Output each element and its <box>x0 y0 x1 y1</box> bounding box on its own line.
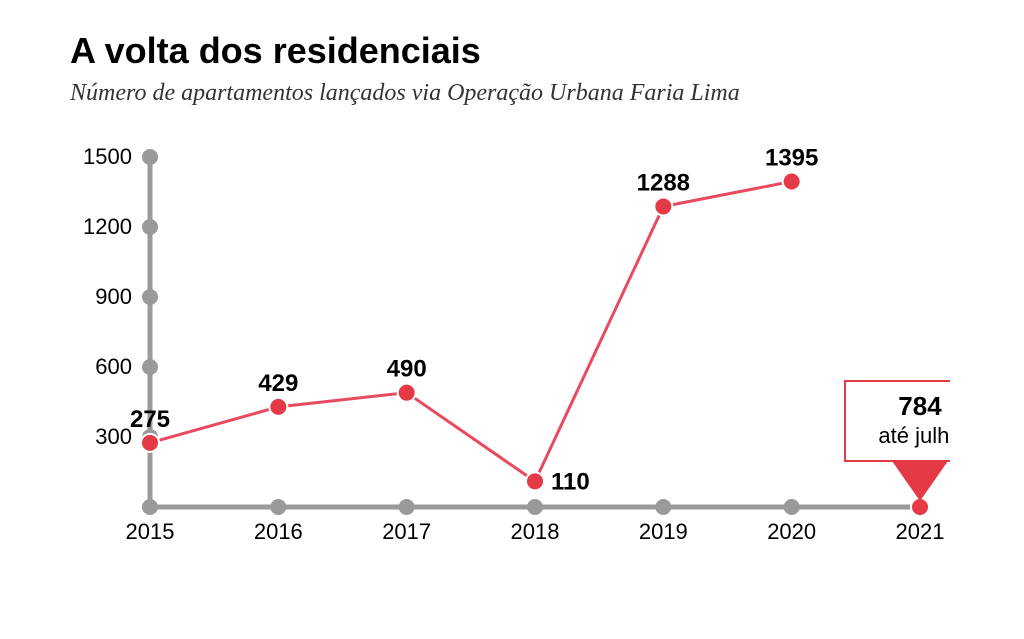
y-tick-dot <box>142 219 158 235</box>
x-tick-dot <box>142 499 158 515</box>
data-label: 429 <box>258 370 298 397</box>
y-tick-label: 300 <box>95 424 132 449</box>
data-point <box>654 197 672 215</box>
y-tick-dot <box>142 149 158 165</box>
data-label: 110 <box>551 468 590 495</box>
chart-title: A volta dos residenciais <box>70 30 984 72</box>
data-label: 1395 <box>765 145 818 172</box>
data-label: 1288 <box>637 169 690 196</box>
data-point <box>783 173 801 191</box>
data-point <box>269 398 287 416</box>
x-tick-label: 2021 <box>896 519 945 544</box>
x-tick-dot <box>655 499 671 515</box>
chart-subtitle: Número de apartamentos lançados via Oper… <box>70 80 984 107</box>
data-point <box>398 384 416 402</box>
callout-subtext: até julho <box>878 423 950 448</box>
chart-container: A volta dos residenciais Número de apart… <box>0 0 1024 639</box>
y-tick-label: 900 <box>95 284 132 309</box>
x-tick-label: 2016 <box>254 519 303 544</box>
data-label: 275 <box>130 406 170 433</box>
x-tick-label: 2019 <box>639 519 688 544</box>
data-point <box>141 434 159 452</box>
y-tick-dot <box>142 289 158 305</box>
y-tick-label: 1500 <box>83 144 132 169</box>
x-tick-label: 2020 <box>767 519 816 544</box>
x-tick-label: 2015 <box>126 519 175 544</box>
line-chart-svg: 300 600 900 1200 1500 2015 2016 2017 2018 2019 202… <box>70 137 950 557</box>
data-line <box>150 182 792 482</box>
data-label: 490 <box>387 356 427 383</box>
callout-pointer <box>892 461 948 501</box>
y-tick-label: 1200 <box>83 214 132 239</box>
y-tick-dot <box>142 359 158 375</box>
x-tick-dot <box>527 499 543 515</box>
x-tick-label: 2017 <box>382 519 431 544</box>
x-tick-dot <box>270 499 286 515</box>
chart-plot-area: 300 600 900 1200 1500 2015 2016 2017 2018 2019 202… <box>70 137 984 557</box>
x-tick-dot <box>784 499 800 515</box>
x-tick-dot <box>399 499 415 515</box>
y-tick-label: 600 <box>95 354 132 379</box>
callout-value: 784 <box>898 391 942 421</box>
data-point <box>526 472 544 490</box>
x-tick-label: 2018 <box>511 519 560 544</box>
